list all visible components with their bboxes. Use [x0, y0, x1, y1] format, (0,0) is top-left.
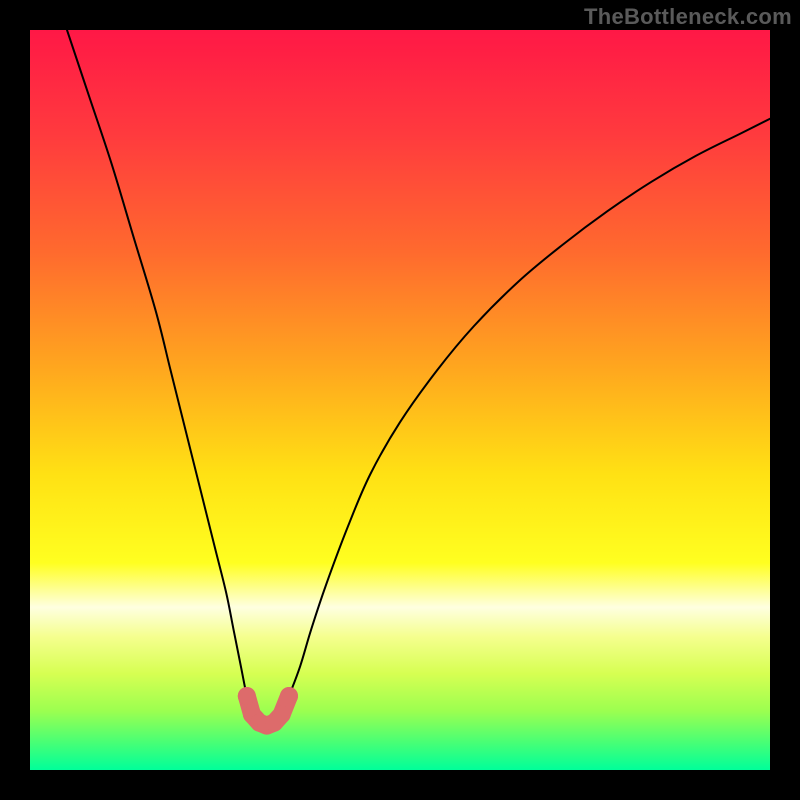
plot-svg: [30, 30, 770, 770]
plot-background: [30, 30, 770, 770]
bottom-highlight-dot: [238, 687, 256, 705]
bottom-highlight-dot: [280, 687, 298, 705]
plot-area: [30, 30, 770, 770]
chart-root: TheBottleneck.com: [0, 0, 800, 800]
bottom-highlight-dot: [273, 706, 291, 724]
watermark-text: TheBottleneck.com: [584, 4, 792, 30]
